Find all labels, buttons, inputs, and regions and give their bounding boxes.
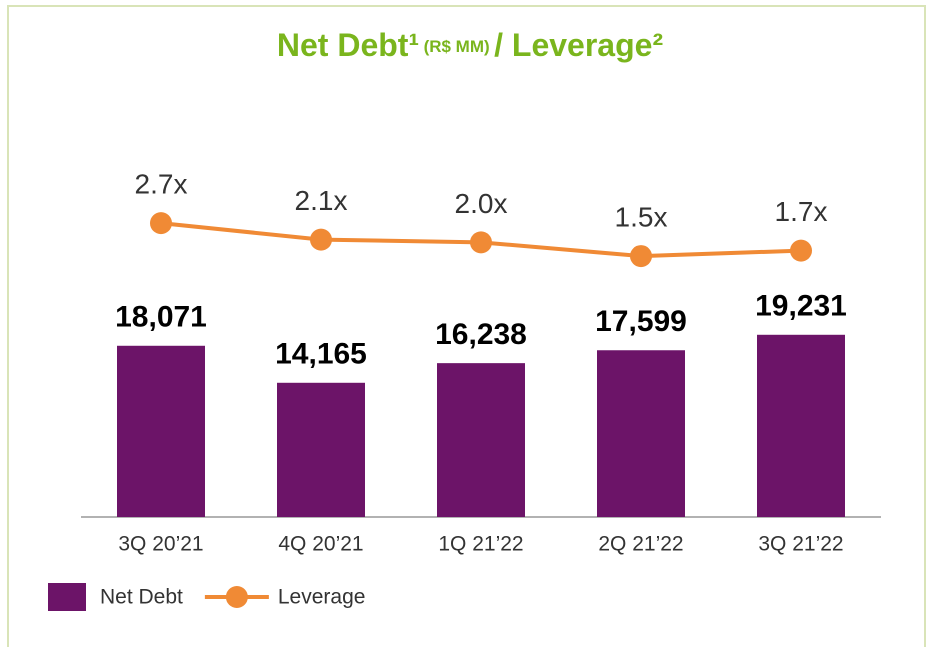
bar [277,382,365,517]
line-point [470,231,492,254]
bar-value-label: 18,071 [115,301,207,334]
line-point [630,245,652,268]
line-value-label: 1.7x [775,196,828,227]
line-point [150,212,172,235]
x-tick-label: 3Q 21’22 [758,533,843,556]
bar [437,363,525,517]
title-main: Net Debt¹ [277,27,419,63]
bar [597,350,685,517]
title-unit: (R$ MM) [424,37,490,56]
bar [117,345,205,517]
x-tick-label: 4Q 20’21 [278,533,363,556]
line-value-label: 1.5x [615,201,668,232]
legend-marker [225,586,248,608]
line-point [310,228,332,251]
legend-label: Leverage [278,586,366,609]
bar-value-label: 17,599 [595,305,687,338]
title-suffix: / Leverage² [494,27,663,63]
bar [757,334,845,517]
line-value-label: 2.1x [295,185,348,216]
x-tick-label: 1Q 21’22 [438,533,523,556]
bar-value-label: 16,238 [435,318,527,351]
line-value-label: 2.0x [455,188,508,219]
frame [7,5,926,647]
bar-value-label: 14,165 [275,338,367,371]
line-value-label: 2.7x [135,169,188,200]
x-tick-label: 3Q 20’21 [118,533,203,556]
bar-value-label: 19,231 [755,290,847,323]
line-point [790,239,812,262]
legend-swatch [48,583,86,611]
x-tick-label: 2Q 21’22 [598,533,683,556]
chart-title: Net Debt¹ (R$ MM) / Leverage² [277,27,663,63]
legend-label: Net Debt [100,586,183,609]
